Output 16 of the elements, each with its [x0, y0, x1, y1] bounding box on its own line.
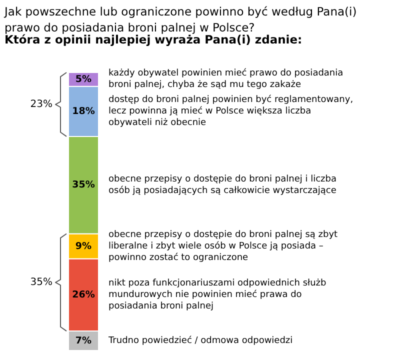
series-label: dostęp do broni palnej powinien być reglamentowany, lecz powinna ją mieć w Polsce większa liczba obywateli niż obecnie	[108, 94, 354, 128]
data-label: 35%	[72, 180, 96, 191]
text: Jak powszechne lub ograniczone powinno być według Pana(i) prawo do posiadania broni palnej w Polsce?	[4, 4, 357, 35]
data-label: 7%	[75, 335, 92, 346]
data-label: 18%	[72, 106, 96, 117]
series-label: nikt poza funkcjonariuszami odpowiednich służb mundurowych nie powinien mieć prawa do posiadania broni palnej	[108, 278, 326, 312]
series-label: każdy obywatel powinien mieć prawo do posiadania broni palnej, chyba że sąd mu tego zakaże	[108, 68, 344, 90]
series-label: Trudno powiedzieć / odmowa odpowiedzi	[108, 334, 293, 346]
data-label: 26%	[72, 289, 96, 300]
series-label: obecne przepisy o dostępie do broni palnej są zbyt liberalne i zbyt wiele osób w Polsce ją posiada – powinno zostać to ograniczone	[108, 230, 338, 263]
data-label: 9%	[75, 240, 92, 252]
series-label: obecne przepisy o dostępie do broni palnej i liczba osób ją posiadających są całkowicie wystarczające	[108, 174, 337, 196]
data-label: 5%	[75, 74, 92, 85]
text: Która z opinii najlepiej wyraża Pana(i) zdanie:	[4, 32, 302, 46]
text: 35%	[30, 276, 53, 288]
text: 23%	[30, 98, 53, 110]
